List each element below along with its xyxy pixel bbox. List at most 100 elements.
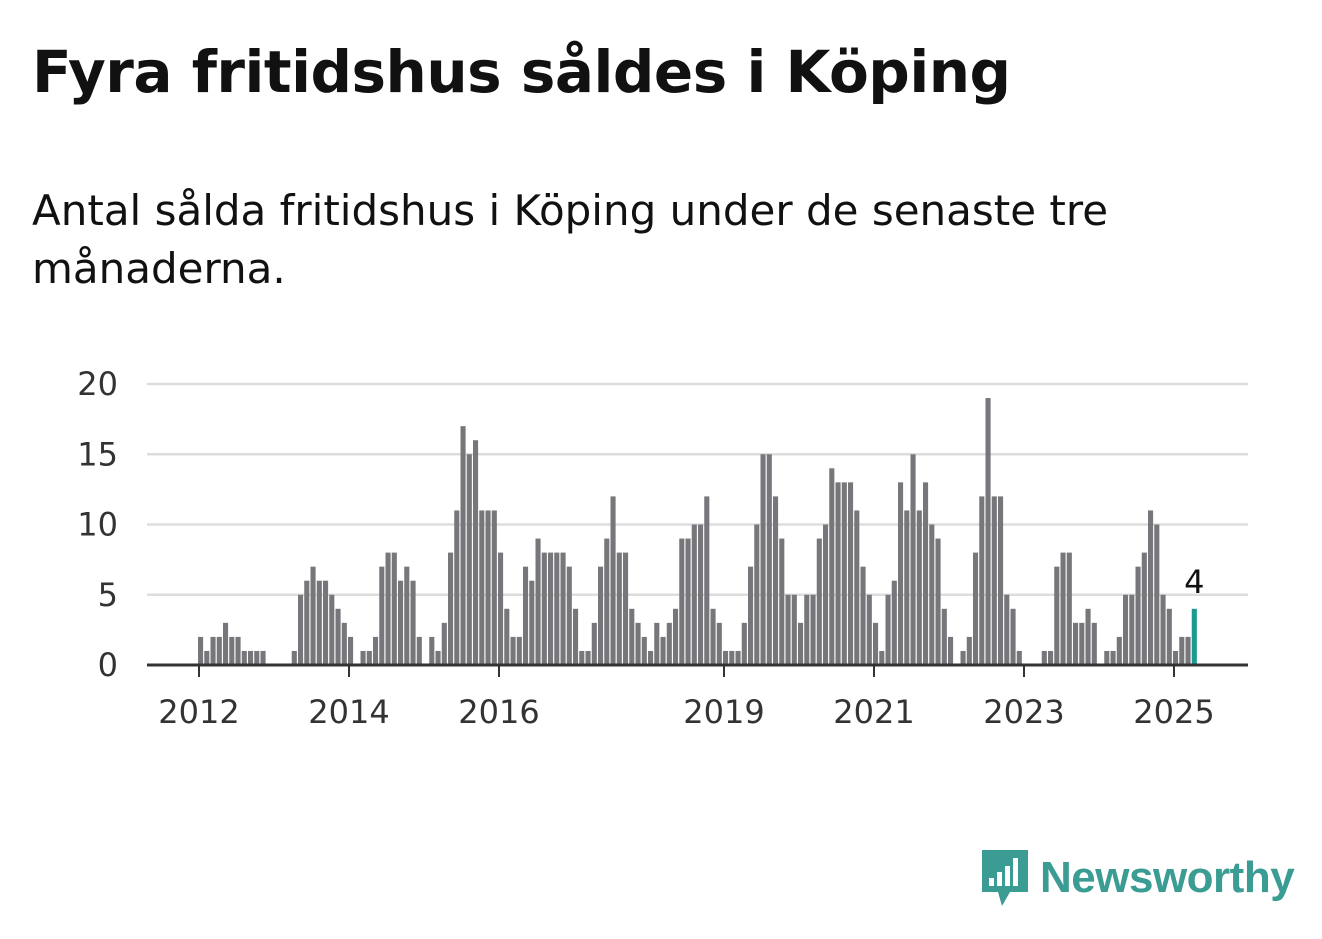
bar [604, 538, 610, 665]
bar [810, 594, 816, 665]
bar [685, 538, 691, 665]
bar [1010, 608, 1016, 665]
bar [229, 636, 235, 665]
bar [910, 454, 916, 665]
bar [1060, 552, 1066, 665]
bar [291, 650, 297, 665]
bar [879, 650, 885, 665]
bar [379, 566, 385, 665]
x-tick-label: 2025 [1133, 693, 1214, 731]
bar [935, 538, 941, 665]
bar [985, 398, 991, 665]
bar [1041, 650, 1047, 665]
bar [1116, 636, 1122, 665]
bar [816, 538, 822, 665]
grid-lines [147, 382, 1248, 596]
bar [698, 524, 704, 665]
bar [298, 594, 304, 665]
bar [654, 622, 660, 665]
bar [716, 622, 722, 665]
bar [966, 636, 972, 665]
bar [798, 622, 804, 665]
y-tick-label: 5 [98, 576, 118, 614]
bar [1104, 650, 1110, 665]
brand-name: Newsworthy [1040, 853, 1295, 902]
x-tick-label: 2016 [458, 693, 539, 731]
bar [973, 552, 979, 665]
bar [679, 538, 685, 665]
bar [566, 566, 572, 665]
bar [216, 636, 222, 665]
bar [1066, 552, 1072, 665]
bar [1160, 594, 1166, 665]
bar [473, 440, 479, 665]
brand-logo: Newsworthy [980, 848, 1295, 908]
x-tick-label: 2021 [833, 693, 914, 731]
bar [1085, 608, 1091, 665]
bar [460, 426, 466, 665]
bar [666, 622, 672, 665]
newsworthy-logo-icon [982, 850, 1028, 906]
bar [554, 552, 560, 665]
bar-highlight [1191, 608, 1197, 665]
bar [410, 580, 416, 665]
bar [1166, 608, 1172, 665]
bar [304, 580, 310, 665]
bar [760, 454, 766, 665]
bar [648, 650, 654, 665]
bar [1154, 524, 1160, 665]
bar [979, 496, 985, 665]
bar [998, 496, 1004, 665]
bar [335, 608, 341, 665]
bar [1016, 650, 1022, 665]
bar [310, 566, 316, 665]
bar [323, 580, 329, 665]
bar [754, 524, 760, 665]
bar [691, 524, 697, 665]
bar [854, 510, 860, 665]
bar [773, 496, 779, 665]
page-subtitle: Antal sålda fritidshus i Köping under de… [32, 186, 1109, 293]
bar [823, 524, 829, 665]
bar [673, 608, 679, 665]
bar [729, 650, 735, 665]
bar [623, 552, 629, 665]
bar [1004, 594, 1010, 665]
bar [485, 510, 491, 665]
bar [929, 524, 935, 665]
y-tick-label: 20 [77, 365, 118, 403]
y-axis-ticks: 0 5 10 15 20 [77, 365, 118, 684]
bar [1148, 510, 1154, 665]
bar [448, 552, 454, 665]
bars [198, 398, 1197, 665]
bar [1123, 594, 1129, 665]
bar [710, 608, 716, 665]
bar [329, 594, 335, 665]
bar [498, 552, 504, 665]
annotations: 4 [1184, 563, 1204, 601]
bar [1054, 566, 1060, 665]
bar [841, 482, 847, 665]
bar [435, 650, 441, 665]
bar [960, 650, 966, 665]
bar [373, 636, 379, 665]
bar [860, 566, 866, 665]
bar [454, 510, 460, 665]
bar [641, 636, 647, 665]
bar [429, 636, 435, 665]
bar [785, 594, 791, 665]
bar [1185, 636, 1191, 665]
bar [516, 636, 522, 665]
bar [1135, 566, 1141, 665]
bar [835, 482, 841, 665]
bar [1141, 552, 1147, 665]
bar [248, 650, 254, 665]
page-title: Fyra fritidshus såldes i Köping [32, 38, 1011, 106]
bar [348, 636, 354, 665]
x-tick-label: 2014 [308, 693, 389, 731]
bar [941, 608, 947, 665]
bar [210, 636, 216, 665]
bar [735, 650, 741, 665]
bar [916, 510, 922, 665]
bar [254, 650, 260, 665]
